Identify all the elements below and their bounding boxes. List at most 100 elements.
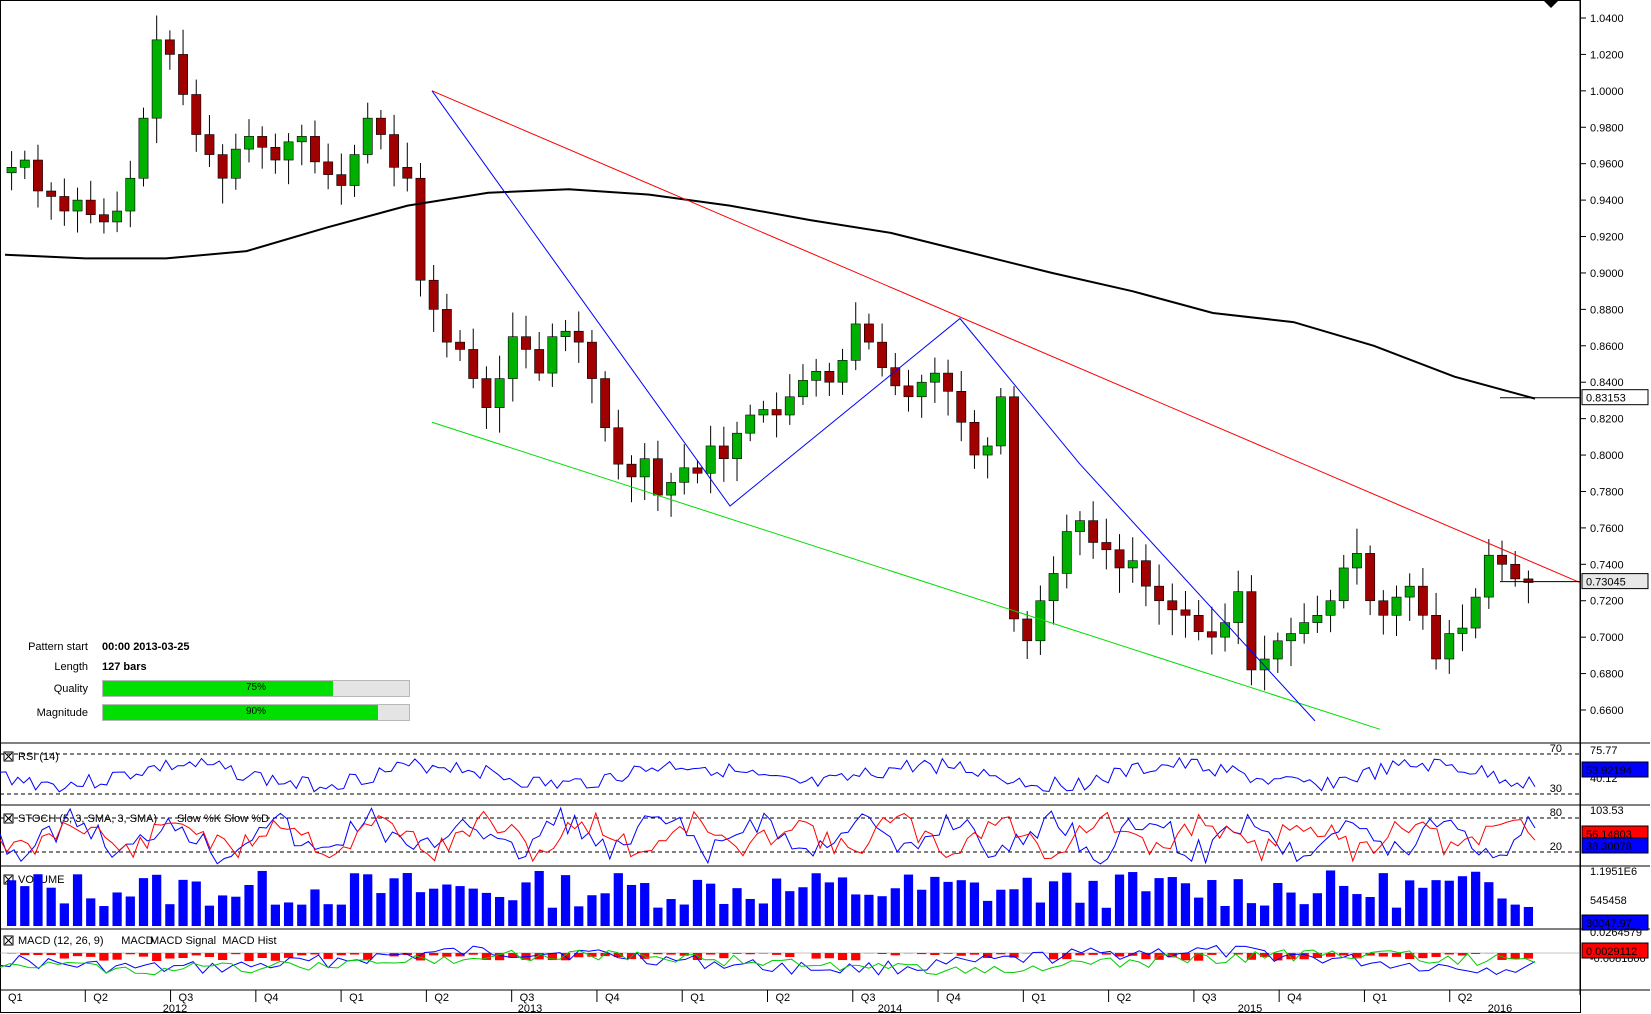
caret-down-icon[interactable] [1544, 1, 1558, 8]
macd-hist-bar [1471, 953, 1481, 954]
macd-hist-bar [72, 953, 83, 957]
candle-body [1272, 640, 1283, 660]
quarter-label: Q4 [264, 992, 279, 1004]
candle-body [1088, 520, 1099, 543]
candle-body [705, 445, 716, 474]
volume-bar [890, 888, 900, 926]
volume-bar [6, 880, 17, 926]
macd-hist-bar [890, 953, 900, 956]
volume-scale-label: 545458 [1590, 895, 1627, 907]
candle-body [798, 380, 808, 398]
candle-body [1233, 591, 1244, 623]
candle-body [943, 372, 953, 392]
candle-body [375, 117, 386, 135]
macd-hist-bar [943, 953, 953, 954]
candle-body [507, 336, 518, 379]
macd-hist-bar [1180, 953, 1191, 961]
year-label: 2012 [163, 1003, 187, 1014]
volume-bar [468, 888, 478, 926]
candle-body [59, 196, 70, 212]
candle-body [850, 323, 861, 361]
stoch-scale-label: 103.53 [1590, 805, 1624, 817]
candle-body [837, 360, 848, 383]
candle-body [1378, 600, 1389, 616]
quarter-label: Q2 [776, 992, 791, 1004]
candle-body [613, 427, 624, 465]
volume-bar [1312, 893, 1322, 926]
price-tick-label: 0.8400 [1590, 377, 1624, 389]
volume-bar [534, 871, 544, 926]
candle-body [1523, 578, 1534, 583]
candle-body [1206, 631, 1217, 638]
price-tick-label: 1.0200 [1590, 49, 1624, 61]
candle-body [270, 146, 281, 161]
volume-bar [745, 898, 755, 926]
volume-bar [481, 892, 492, 926]
candle-body [151, 39, 162, 119]
macd-hist-bar [587, 953, 597, 957]
volume-bar [283, 902, 294, 926]
macd-hist-bar [1431, 953, 1441, 957]
macd-hist-bar [1418, 953, 1428, 959]
volume-bar [785, 891, 795, 926]
macd-hist-bar [283, 953, 294, 958]
candle-body [244, 136, 254, 150]
volume-bar [1075, 902, 1085, 926]
volume-bar [640, 883, 650, 926]
candle-body [929, 372, 940, 383]
candle-body [587, 341, 597, 379]
volume-bar [1510, 904, 1520, 926]
candle-body [982, 445, 993, 456]
volume-bar [1180, 883, 1191, 926]
macd-hist-bar [666, 953, 676, 955]
candle-body [1325, 600, 1336, 616]
candle-body [1483, 554, 1494, 598]
macd-hist-bar [1325, 953, 1336, 957]
macd-hist-bar [1207, 953, 1217, 955]
macd-hist-bar [429, 953, 439, 956]
candle-body [718, 445, 729, 459]
macd-hist-bar [917, 953, 927, 955]
volume-bar [244, 885, 254, 926]
price-tick-label: 0.9200 [1590, 232, 1624, 244]
macd-hist-bar [1246, 953, 1257, 960]
volume-bar [1352, 894, 1362, 926]
candle-body [1048, 573, 1059, 602]
volume-bar [218, 895, 228, 926]
macd-hist-bar [20, 953, 30, 956]
quarter-label: Q2 [434, 992, 449, 1004]
candle-body [521, 336, 531, 350]
candle-body [784, 396, 795, 416]
macd-hist-bar [732, 953, 742, 954]
volume-bar [1405, 880, 1415, 926]
candle-body [6, 167, 17, 174]
volume-bar [59, 903, 69, 926]
volume-bar [415, 892, 426, 926]
volume-bar [521, 882, 531, 926]
last-price-label-box [1581, 573, 1649, 590]
volume-bar [1154, 878, 1164, 926]
macd-hist-bar [1286, 953, 1296, 960]
moving-average-line [4, 188, 1536, 400]
volume-bar [824, 882, 834, 926]
volume-bar [1444, 880, 1454, 926]
candle-body [692, 467, 703, 474]
macd-hist-bar [1365, 953, 1375, 956]
macd-hist-bar [257, 953, 267, 959]
price-tick-label: 0.9800 [1590, 122, 1624, 134]
candle-body [389, 134, 400, 168]
quality-bar-fill [103, 681, 333, 696]
candle-body [112, 210, 123, 223]
volume-bar [626, 884, 637, 926]
rsi-level-label: 70 [1550, 743, 1562, 755]
macd-hist-bar [191, 953, 201, 956]
macd-hist-bar [363, 953, 373, 960]
candle-body [428, 279, 439, 310]
volume-bar [1062, 872, 1072, 926]
volume-bar [33, 874, 43, 926]
volume-bar [165, 904, 175, 926]
volume-bar [376, 893, 386, 926]
macd-hist-bar [1114, 953, 1125, 957]
candle-body [1365, 553, 1376, 602]
